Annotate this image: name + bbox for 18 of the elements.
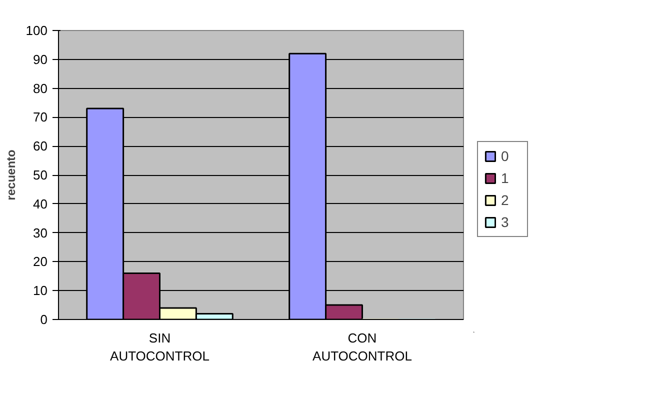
legend-label: 3 xyxy=(501,214,510,230)
y-tick-label: 30 xyxy=(33,225,48,240)
y-tick-label: 0 xyxy=(40,312,48,327)
y-tick-label: 60 xyxy=(33,138,48,154)
legend-label: 1 xyxy=(501,170,510,186)
y-tick-label: 40 xyxy=(33,196,48,212)
y-tick-label: 80 xyxy=(33,80,48,96)
x-tick-label: SIN AUTOCONTROL xyxy=(110,330,210,364)
y-tick-label: 20 xyxy=(33,254,48,270)
y-tick-label: 90 xyxy=(33,52,48,67)
y-tick-label: 70 xyxy=(33,110,48,125)
x-tick-label: CON AUTOCONTROL xyxy=(312,330,412,364)
y-tick-label: 100 xyxy=(26,23,48,38)
legend-label: 2 xyxy=(501,192,510,208)
y-tick-label: 50 xyxy=(33,168,48,182)
y-tick-label: 10 xyxy=(33,283,48,298)
y-axis-title: recuento xyxy=(4,150,18,200)
legend-label: 0 xyxy=(501,148,510,164)
